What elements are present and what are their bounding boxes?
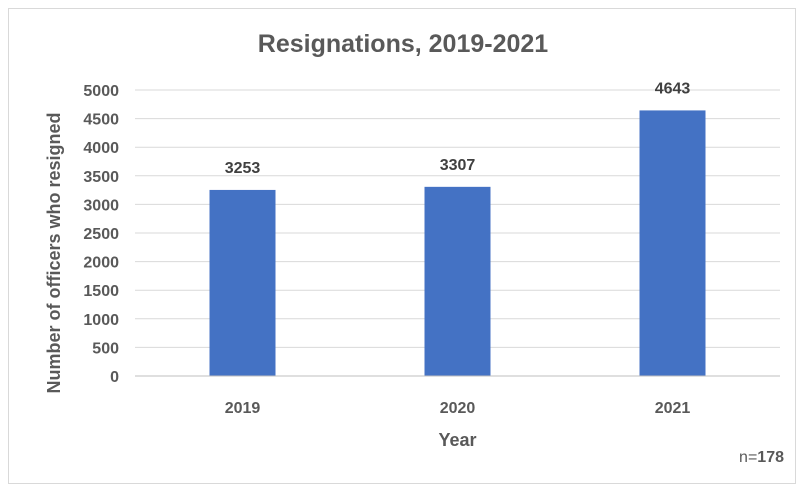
bar-2019 bbox=[209, 189, 276, 376]
y-tick-label: 500 bbox=[92, 340, 119, 357]
x-axis-label: Year bbox=[438, 430, 476, 450]
y-tick-label: 3500 bbox=[83, 169, 119, 186]
y-tick-label: 5000 bbox=[83, 83, 119, 100]
y-axis-label: Number of officers who resigned bbox=[44, 112, 64, 393]
x-tick-label: 2021 bbox=[655, 400, 691, 417]
x-tick-labels: 2019 2020 2021 bbox=[225, 400, 691, 417]
y-tick-label: 3000 bbox=[83, 197, 119, 214]
y-tick-label: 1000 bbox=[83, 312, 119, 329]
x-tick-label: 2020 bbox=[440, 400, 476, 417]
bars bbox=[209, 110, 706, 376]
data-label: 4643 bbox=[655, 80, 691, 97]
x-tick-label: 2019 bbox=[225, 400, 261, 417]
bar-2021 bbox=[639, 110, 706, 376]
y-tick-label: 2000 bbox=[83, 255, 119, 272]
data-label: 3307 bbox=[440, 157, 476, 174]
y-tick-label: 4500 bbox=[83, 112, 119, 129]
y-tick-label: 4000 bbox=[83, 140, 119, 157]
data-label: 3253 bbox=[225, 160, 261, 177]
sample-size-note: n=178 bbox=[739, 449, 784, 467]
data-labels: 3253 3307 4643 bbox=[225, 80, 691, 177]
y-tick-label: 0 bbox=[110, 369, 119, 386]
y-tick-label: 2500 bbox=[83, 226, 119, 243]
chart-title: Resignations, 2019-2021 bbox=[257, 30, 549, 58]
sample-size-prefix: n= bbox=[739, 449, 758, 466]
y-tick-labels: 0 500 1000 1500 2000 2500 3000 3500 4000 4500 5000 bbox=[83, 83, 119, 386]
bar-2020 bbox=[424, 186, 491, 376]
sample-size-value: 178 bbox=[757, 449, 784, 466]
y-tick-label: 1500 bbox=[83, 283, 119, 300]
